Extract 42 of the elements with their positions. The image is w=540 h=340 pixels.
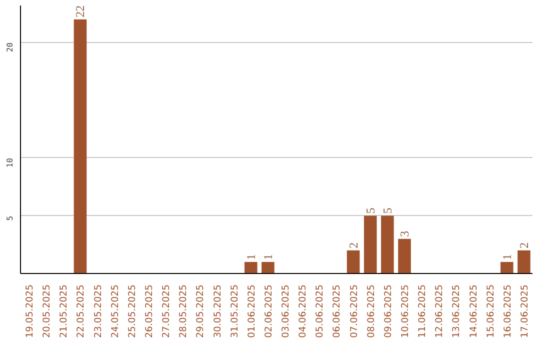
x-tick-label: 21.05.2025 (58, 284, 70, 338)
data-label: 5 (380, 208, 394, 214)
x-tick-label: 05.06.2025 (314, 284, 326, 338)
data-label: 5 (363, 208, 378, 214)
x-tick-label: 16.06.2025 (502, 284, 514, 338)
x-tick-label: 01.06.2025 (246, 284, 258, 338)
x-tick-label: 08.06.2025 (366, 284, 377, 338)
x-tick-label: 26.05.2025 (144, 284, 155, 338)
x-tick-label: 17.06.2025 (519, 284, 530, 338)
data-label: 1 (260, 254, 275, 260)
x-tick-label: 28.05.2025 (178, 284, 190, 338)
x-tick-label: 19.05.2025 (24, 284, 36, 338)
data-label: 3 (398, 230, 412, 237)
x-tick-label: 25.05.2025 (126, 284, 138, 338)
x-tick-label: 15.06.2025 (485, 284, 496, 338)
data-label: 22 (73, 5, 88, 18)
x-tick-label: 20.05.2025 (42, 284, 53, 338)
data-label: 1 (244, 254, 258, 260)
x-tick-label: 13.06.2025 (451, 284, 462, 338)
x-tick-label: 11.06.2025 (417, 284, 428, 338)
x-tick-label: 23.05.2025 (92, 284, 104, 338)
x-tick-label: 27.05.2025 (161, 284, 172, 338)
x-tick-label: 03.06.2025 (280, 284, 292, 338)
x-tick-label: 22.05.2025 (76, 284, 87, 338)
y-tick-label: 5 (6, 216, 14, 221)
x-tick-label: 10.06.2025 (400, 284, 411, 338)
x-tick-label: 02.06.2025 (263, 284, 274, 338)
x-tick-label: 04.06.2025 (298, 284, 309, 338)
x-tick-label: 14.06.2025 (468, 284, 480, 338)
x-tick-label: 06.06.2025 (332, 284, 343, 338)
x-tick-label: 31.05.2025 (229, 284, 240, 338)
x-tick-label: 24.05.2025 (110, 284, 121, 338)
x-tick-label: 29.05.2025 (195, 284, 206, 338)
y-tick-label: 10 (6, 158, 14, 168)
x-tick-label: 09.06.2025 (382, 284, 394, 338)
x-tick-label: 12.06.2025 (434, 284, 446, 338)
data-label: 2 (516, 242, 531, 248)
x-tick-label: 07.06.2025 (348, 284, 360, 338)
x-tick-label: 30.05.2025 (212, 284, 224, 338)
data-label: 2 (346, 242, 360, 248)
data-label: 1 (500, 254, 514, 260)
y-tick-label: 20 (6, 42, 14, 52)
